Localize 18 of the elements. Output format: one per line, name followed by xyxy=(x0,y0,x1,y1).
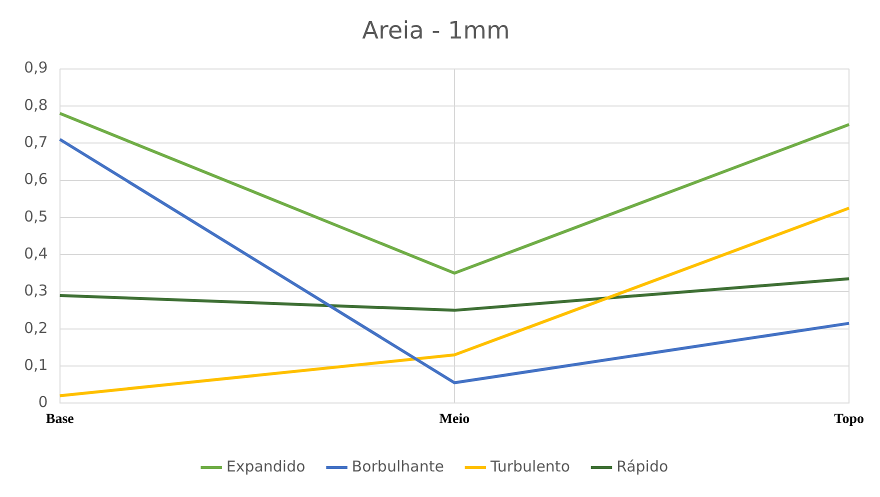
y-tick-label: 0,1 xyxy=(24,356,48,374)
y-tick-label: 0,7 xyxy=(24,133,48,151)
y-tick-label: 0,2 xyxy=(24,318,48,337)
x-tick-label: Meio xyxy=(439,412,470,428)
legend-label: Borbulhante xyxy=(352,457,444,476)
y-tick-label: 0,9 xyxy=(24,58,48,77)
y-tick-label: 0 xyxy=(38,393,48,412)
x-tick-label: Base xyxy=(46,412,74,428)
legend-label: Turbulento xyxy=(489,457,570,476)
y-tick-label: 0,6 xyxy=(24,170,48,188)
x-tick-label: Topo xyxy=(834,412,864,428)
y-tick-label: 0,4 xyxy=(24,244,48,262)
legend-label: Expandido xyxy=(226,457,306,476)
y-tick-label: 0,5 xyxy=(24,207,48,226)
chart-title: Areia - 1mm xyxy=(362,16,510,45)
legend-label: Rápido xyxy=(616,457,668,476)
y-tick-label: 0,8 xyxy=(24,96,48,114)
y-tick-label: 0,3 xyxy=(24,282,48,300)
